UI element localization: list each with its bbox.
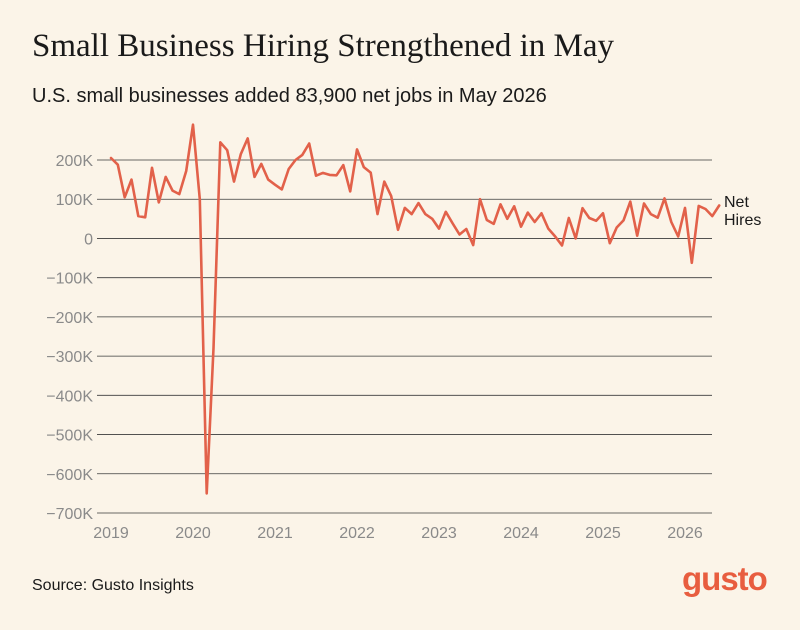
y-tick-label: −200K [46,310,93,327]
x-tick-label: 2022 [339,525,375,542]
series-label-line: Net [724,194,749,211]
chart-subtitle: U.S. small businesses added 83,900 net j… [32,85,547,107]
net-hires-line [109,123,721,495]
y-tick-label: −100K [46,271,93,288]
x-tick-label: 2025 [585,525,621,542]
x-tick-label: 2019 [93,525,129,542]
y-tick-label: 200K [56,153,94,170]
source-note: Source: Gusto Insights [32,577,194,594]
y-tick-label: −400K [46,388,93,405]
chart-title: Small Business Hiring Strengthened in Ma… [32,28,615,64]
y-tick-label: −500K [46,428,93,445]
y-tick-label: −600K [46,467,93,484]
x-tick-label: 2026 [667,525,703,542]
y-tick-label: 0 [84,231,93,248]
x-tick-label: 2020 [175,525,211,542]
x-tick-label: 2024 [503,525,539,542]
x-axis-ticks: 2019 2020 2021 2022 2023 2024 2025 2026 [93,525,703,542]
y-axis-ticks: 200K 100K 0 −100K −200K −300K −400K −500K −600K −… [46,153,93,523]
y-tick-label: −700K [46,506,93,523]
series-label-net-hires: Net Hires [724,194,761,229]
x-tick-label: 2021 [257,525,293,542]
x-tick-label: 2023 [421,525,457,542]
gridlines [97,159,712,514]
gusto-logo: gusto [682,560,768,597]
y-tick-label: −300K [46,349,93,366]
y-tick-label: 100K [56,192,94,209]
series-label-line: Hires [724,212,761,229]
